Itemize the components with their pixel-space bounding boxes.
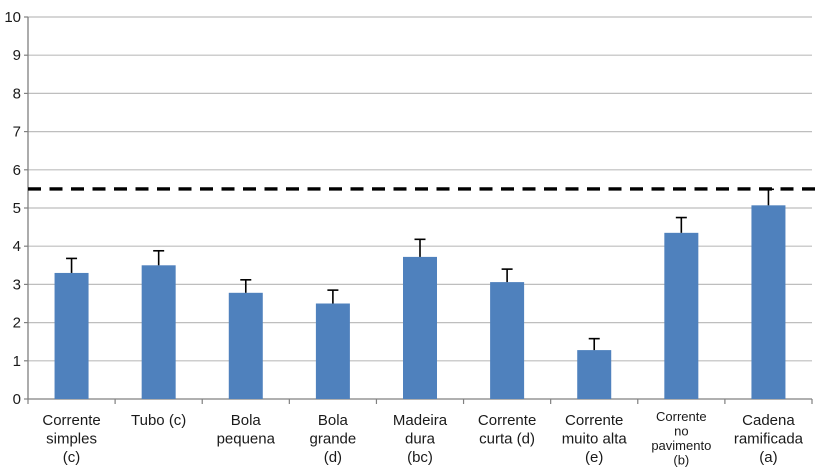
- bar: [490, 282, 525, 399]
- x-axis-label: Madeira dura (bc): [393, 412, 448, 466]
- y-axis-label: 8: [13, 85, 21, 102]
- y-axis-label: 7: [13, 124, 21, 141]
- x-axis-label: Bola pequena: [217, 412, 276, 448]
- x-axis-label: Tubo (c): [131, 412, 186, 429]
- y-axis-label: 3: [13, 276, 21, 293]
- bar: [228, 292, 263, 399]
- bar: [664, 232, 699, 399]
- x-axis-label: Bola grande (d): [310, 412, 357, 466]
- bar: [315, 303, 350, 399]
- y-axis-label: 0: [13, 391, 21, 408]
- bar: [577, 350, 612, 399]
- y-axis-label: 5: [13, 200, 21, 217]
- bar: [751, 205, 786, 399]
- y-axis-label: 1: [13, 353, 21, 370]
- y-axis-label: 4: [13, 238, 21, 255]
- x-axis-label: Corrente no pavimento (b): [651, 409, 711, 468]
- x-axis-label: Corrente muito alta (e): [562, 412, 628, 466]
- y-axis-label: 6: [13, 162, 21, 179]
- bar: [54, 272, 89, 399]
- x-axis-label: Corrente curta (d): [478, 412, 536, 448]
- x-axis-label: Cadena ramificada (a): [734, 412, 804, 466]
- y-axis-label: 10: [4, 9, 21, 26]
- x-axis-label: Corrente simples (c): [42, 412, 100, 466]
- bar: [141, 265, 176, 399]
- y-axis-label: 2: [13, 315, 21, 332]
- bar: [403, 256, 437, 399]
- y-axis-label: 9: [13, 47, 21, 64]
